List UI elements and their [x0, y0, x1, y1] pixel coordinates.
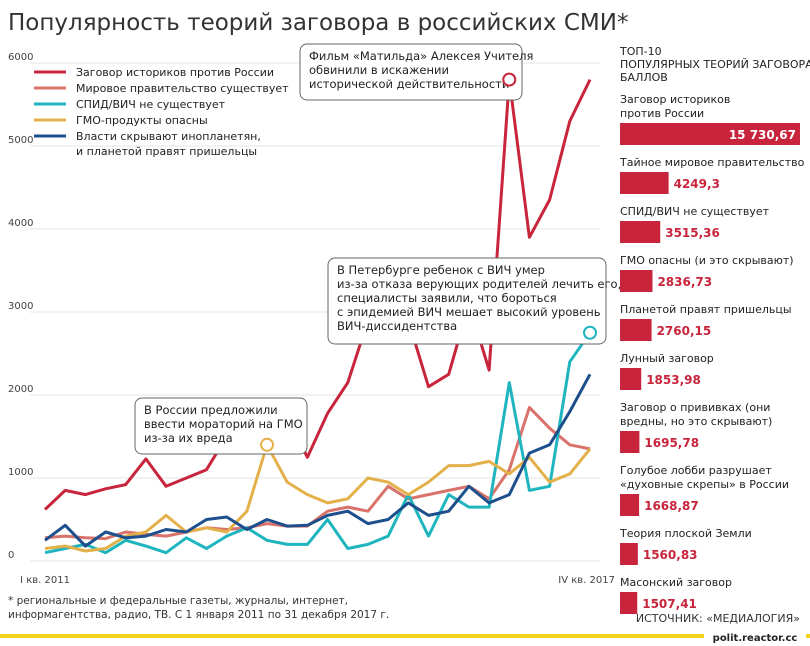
annotation: Фильм «Матильда» Алексея Учителя обвинили… — [309, 49, 533, 91]
y-tick-label: 3000 — [8, 301, 33, 312]
y-tick-label: 6000 — [8, 52, 33, 63]
legend-label: ГМО-продукты опасны — [76, 114, 208, 127]
value-label: 2836,73 — [657, 275, 712, 289]
watermark: polit.reactor.cc — [713, 633, 798, 644]
category-label: ГМО опасны (и это скрывают) — [620, 254, 794, 267]
footer-stripe — [0, 634, 810, 638]
y-tick-label: 4000 — [8, 218, 33, 229]
value-label: 1507,41 — [642, 597, 697, 611]
category-label: Тайное мировое правительство — [619, 156, 805, 169]
bar — [620, 123, 800, 145]
y-tick-label: 1000 — [8, 467, 33, 478]
bar — [620, 543, 638, 565]
y-tick-label: 5000 — [8, 135, 33, 146]
category-label: Теория плоской Земли — [619, 527, 752, 540]
bar — [620, 494, 640, 516]
category-label: Голубое лобби разрушает «духовные скрепы»… — [620, 464, 789, 491]
value-label: 1560,83 — [643, 548, 698, 562]
bar — [620, 592, 638, 614]
legend-label: Власти скрывают инопланетян, и планетой п… — [76, 130, 261, 158]
annotation: В Петербурге ребенок с ВИЧ умер из-за отк… — [337, 263, 621, 333]
category-label: Заговор историков против России — [620, 93, 730, 120]
x-tick-label: I кв. 2011 — [20, 575, 70, 586]
value-label: 1668,87 — [644, 499, 699, 513]
series-line — [44, 373, 592, 548]
y-tick-label: 0 — [8, 550, 14, 561]
bar — [620, 172, 669, 194]
legend-label: Мировое правительство существует — [76, 82, 289, 95]
bar — [620, 221, 661, 243]
bar — [620, 270, 653, 292]
annotation-box — [299, 43, 523, 101]
value-label: 15 730,67 — [729, 128, 796, 142]
y-tick-label: 2000 — [8, 384, 33, 395]
category-label: Лунный заговор — [620, 352, 714, 365]
bar — [620, 368, 642, 390]
series-line — [44, 443, 592, 553]
category-label: Заговор о прививках (они вредны, но это с… — [620, 401, 772, 428]
annotation-marker — [583, 325, 597, 340]
bar — [620, 431, 640, 453]
x-tick-label: IV кв. 2017 — [558, 575, 615, 586]
value-label: 3515,36 — [665, 226, 720, 240]
annotation-marker — [260, 437, 275, 452]
source: ИСТОЧНИК: «МЕДИАЛОГИЯ» — [636, 612, 800, 625]
annotation-box — [327, 257, 607, 345]
legend-label: СПИД/ВИЧ не существует — [76, 98, 226, 111]
footnote: * региональные и федеральные газеты, жур… — [8, 595, 389, 621]
category-label: Планетой правят пришельцы — [620, 303, 792, 316]
value-label: 1695,78 — [644, 436, 699, 450]
series-line — [44, 331, 592, 555]
series-line — [43, 78, 592, 511]
panel-title: ТОП-10 ПОПУЛЯРНЫХ ТЕОРИЙ ЗАГОВОРА, БАЛЛОВ — [619, 45, 810, 84]
category-label: СПИД/ВИЧ не существует — [620, 205, 770, 218]
legend-label: Заговор историков против России — [76, 66, 274, 79]
value-label: 4249,3 — [674, 177, 720, 191]
category-label: Масонский заговор — [620, 576, 732, 589]
watermark-box — [704, 629, 806, 645]
chart-title: Популярность теорий заговора в российски… — [8, 10, 628, 36]
annotation: В России предложили ввести мораторий на Г… — [144, 403, 303, 445]
annotation-marker — [502, 72, 517, 87]
value-label: 2760,15 — [657, 324, 712, 338]
bar — [620, 319, 652, 341]
value-label: 1853,98 — [646, 373, 701, 387]
